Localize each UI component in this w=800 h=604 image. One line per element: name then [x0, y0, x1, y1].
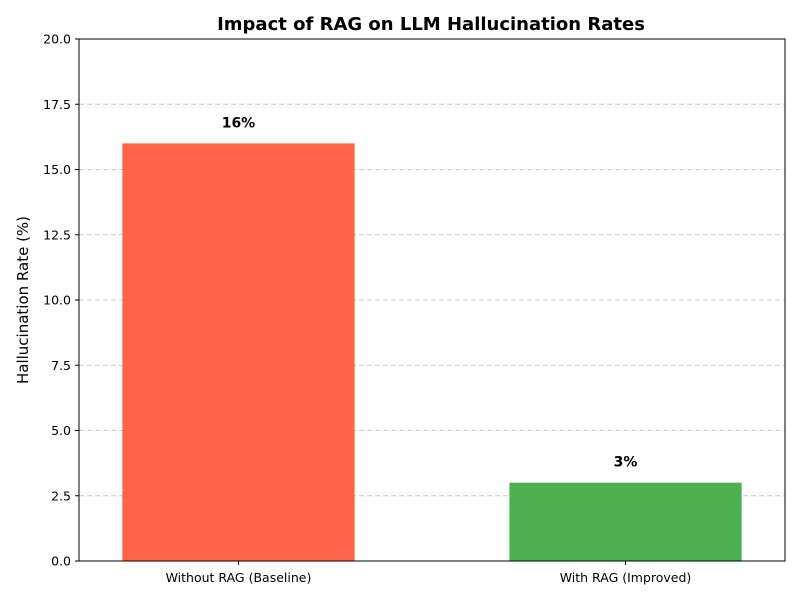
chart-title: Impact of RAG on LLM Hallucination Rates: [217, 14, 645, 35]
y-tick-label: 15.0: [43, 162, 71, 177]
y-tick-label: 0.0: [51, 554, 71, 569]
y-tick-label: 7.5: [51, 358, 71, 373]
y-tick-label: 12.5: [43, 227, 71, 242]
bar-2: [509, 482, 742, 561]
y-tick-label: 17.5: [43, 97, 71, 112]
y-tick-label: 20.0: [43, 32, 71, 47]
x-tick-label: With RAG (Improved): [560, 570, 692, 585]
bars: [122, 143, 742, 561]
bar-1: [122, 143, 355, 561]
y-axis-label: Hallucination Rate (%): [14, 216, 32, 384]
y-tick-label: 5.0: [51, 423, 71, 438]
y-tick-label: 10.0: [43, 293, 71, 308]
bar-value-label: 3%: [614, 455, 638, 471]
y-tick-label: 2.5: [51, 488, 71, 503]
bar-value-label: 16%: [222, 115, 256, 131]
axes: 0.0 2.5 5.0 7.5 10.0 12.5 15.0 17.5 20.0 Without …: [43, 32, 786, 585]
data-labels: 16% 3%: [222, 115, 638, 470]
x-tick-label: Without RAG (Baseline): [166, 570, 312, 585]
